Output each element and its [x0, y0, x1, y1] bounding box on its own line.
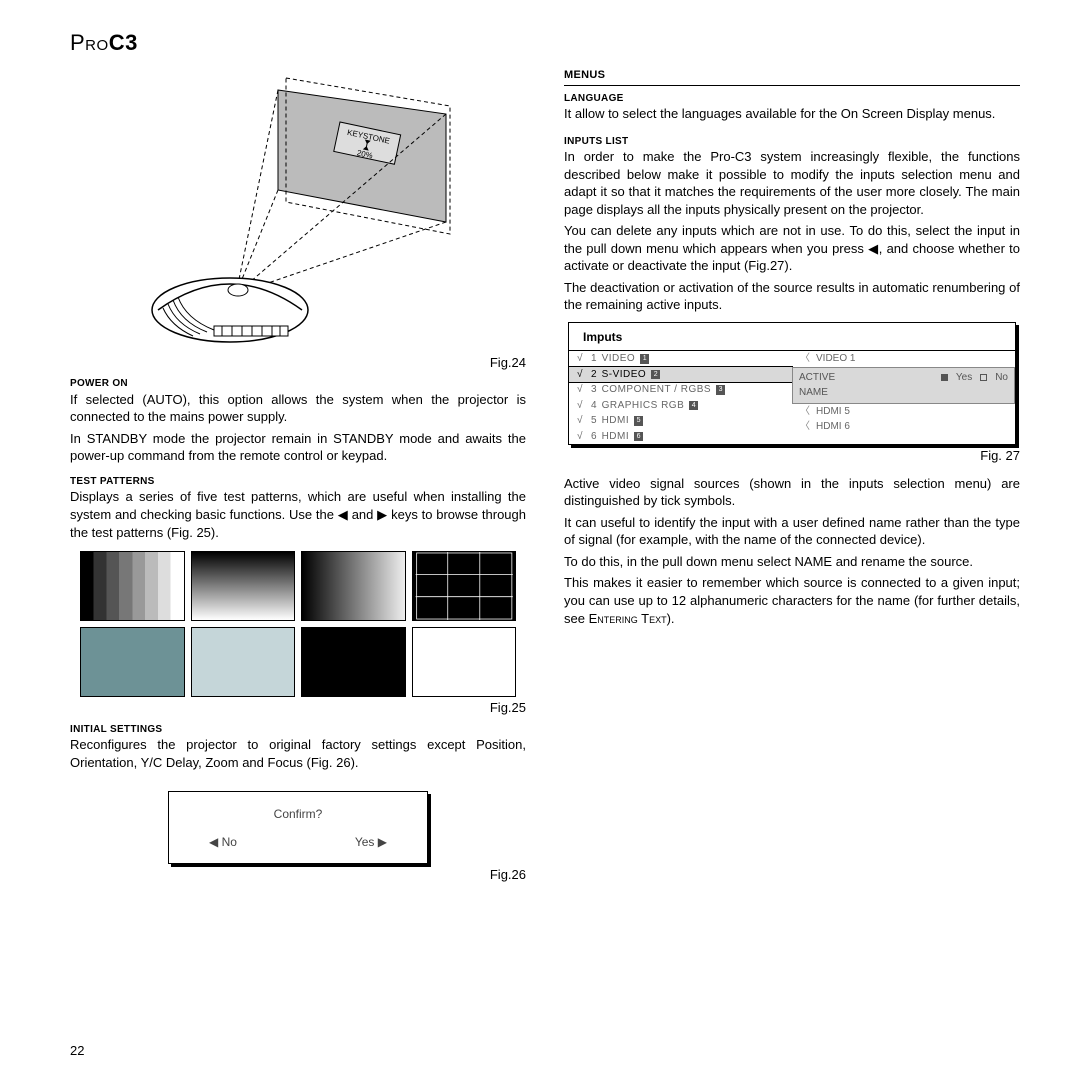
confirm-dialog: Confirm? ◀ No Yes ▶: [168, 791, 428, 863]
inputs-active-panel: ACTIVE Yes No NAME: [792, 367, 1015, 404]
right-column: MENUS LANGUAGE It allow to select the la…: [564, 62, 1020, 889]
after-p4: This makes it easier to remember which s…: [564, 574, 1020, 627]
after-p2: It can useful to identify the input with…: [564, 514, 1020, 549]
inputs-p3: The deactivation or activation of the so…: [564, 279, 1020, 314]
fig26-caption: Fig.26: [70, 866, 526, 884]
inputs-p2: You can delete any inputs which are not …: [564, 222, 1020, 275]
inputs-right-b2: HDMI 6: [816, 420, 850, 434]
tp-grey-grad: [301, 551, 406, 621]
fig27-caption: Fig. 27: [564, 447, 1020, 465]
after-p1: Active video signal sources (shown in th…: [564, 475, 1020, 510]
name-label[interactable]: NAME: [799, 386, 828, 400]
inputs-row[interactable]: √2S-VIDEO2: [569, 367, 792, 383]
logo-pro: Pro: [70, 30, 109, 55]
inputs-left-list: √1VIDEO1√2S-VIDEO2√3COMPONENT / RGBS3√4G…: [569, 351, 792, 444]
inputs-box-title: Imputs: [569, 323, 1015, 350]
tp-grid: [412, 551, 517, 621]
tp-white: [412, 627, 517, 697]
tp-vertical-bars: [80, 551, 185, 621]
entering-text-ref: Entering Text: [589, 611, 667, 626]
fig24-keystone-diagram: KEYSTONE 20%: [70, 62, 526, 352]
test-patterns-heading: TEST PATTERNS: [70, 475, 526, 489]
logo-c3: C3: [109, 30, 138, 55]
left-column: KEYSTONE 20%: [70, 62, 526, 889]
inputs-row[interactable]: √4GRAPHICS RGB4: [569, 398, 792, 414]
confirm-question: Confirm?: [187, 806, 409, 822]
no-box-icon: [980, 374, 987, 381]
power-on-heading: POWER ON: [70, 377, 526, 391]
inputs-row[interactable]: √5HDMI5: [569, 413, 792, 429]
inputs-p1: In order to make the Pro-C3 system incre…: [564, 148, 1020, 218]
inputs-row[interactable]: √6HDMI6: [569, 429, 792, 445]
after-p3: To do this, in the pull down menu select…: [564, 553, 1020, 571]
inputs-row[interactable]: √3COMPONENT / RGBS3: [569, 382, 792, 398]
fig24-caption: Fig.24: [70, 354, 526, 372]
language-heading: LANGUAGE: [564, 92, 1020, 106]
language-p: It allow to select the languages availab…: [564, 105, 1020, 123]
brand-logo: ProC3: [70, 28, 1020, 58]
power-on-p2: In STANDBY mode the projector remain in …: [70, 430, 526, 465]
confirm-yes[interactable]: Yes ▶: [355, 834, 387, 850]
initial-settings-p: Reconfigures the projector to original f…: [70, 736, 526, 771]
inputs-right-panel: 〈VIDEO 1 ACTIVE Yes No NAME 〈HDMI 5: [792, 351, 1015, 444]
inputs-right-b1: HDMI 5: [816, 405, 850, 419]
menus-rule: [564, 85, 1020, 86]
menus-heading: MENUS: [564, 68, 1020, 83]
test-patterns-p: Displays a series of five test patterns,…: [70, 488, 526, 541]
tp-lightblue: [191, 627, 296, 697]
yes-box-icon: [941, 374, 948, 381]
power-on-p1: If selected (AUTO), this option allows t…: [70, 391, 526, 426]
page-number: 22: [70, 1042, 84, 1060]
active-label: ACTIVE: [799, 371, 835, 385]
tp-horizontal-grad: [191, 551, 296, 621]
fig25-caption: Fig.25: [70, 699, 526, 717]
active-no[interactable]: No: [995, 371, 1008, 385]
initial-settings-heading: INITIAL SETTINGS: [70, 723, 526, 737]
confirm-no[interactable]: ◀ No: [209, 834, 237, 850]
inputs-menu-box: Imputs √1VIDEO1√2S-VIDEO2√3COMPONENT / R…: [568, 322, 1016, 445]
inputs-row[interactable]: √1VIDEO1: [569, 351, 792, 367]
active-yes[interactable]: Yes: [956, 371, 972, 385]
inputs-list-heading: INPUTS LIST: [564, 135, 1020, 149]
test-patterns-grid: [80, 551, 516, 697]
after-p4-c: ).: [667, 611, 675, 626]
inputs-right-top: VIDEO 1: [816, 352, 855, 366]
two-column-layout: KEYSTONE 20%: [70, 62, 1020, 889]
tp-black: [301, 627, 406, 697]
tp-teal: [80, 627, 185, 697]
